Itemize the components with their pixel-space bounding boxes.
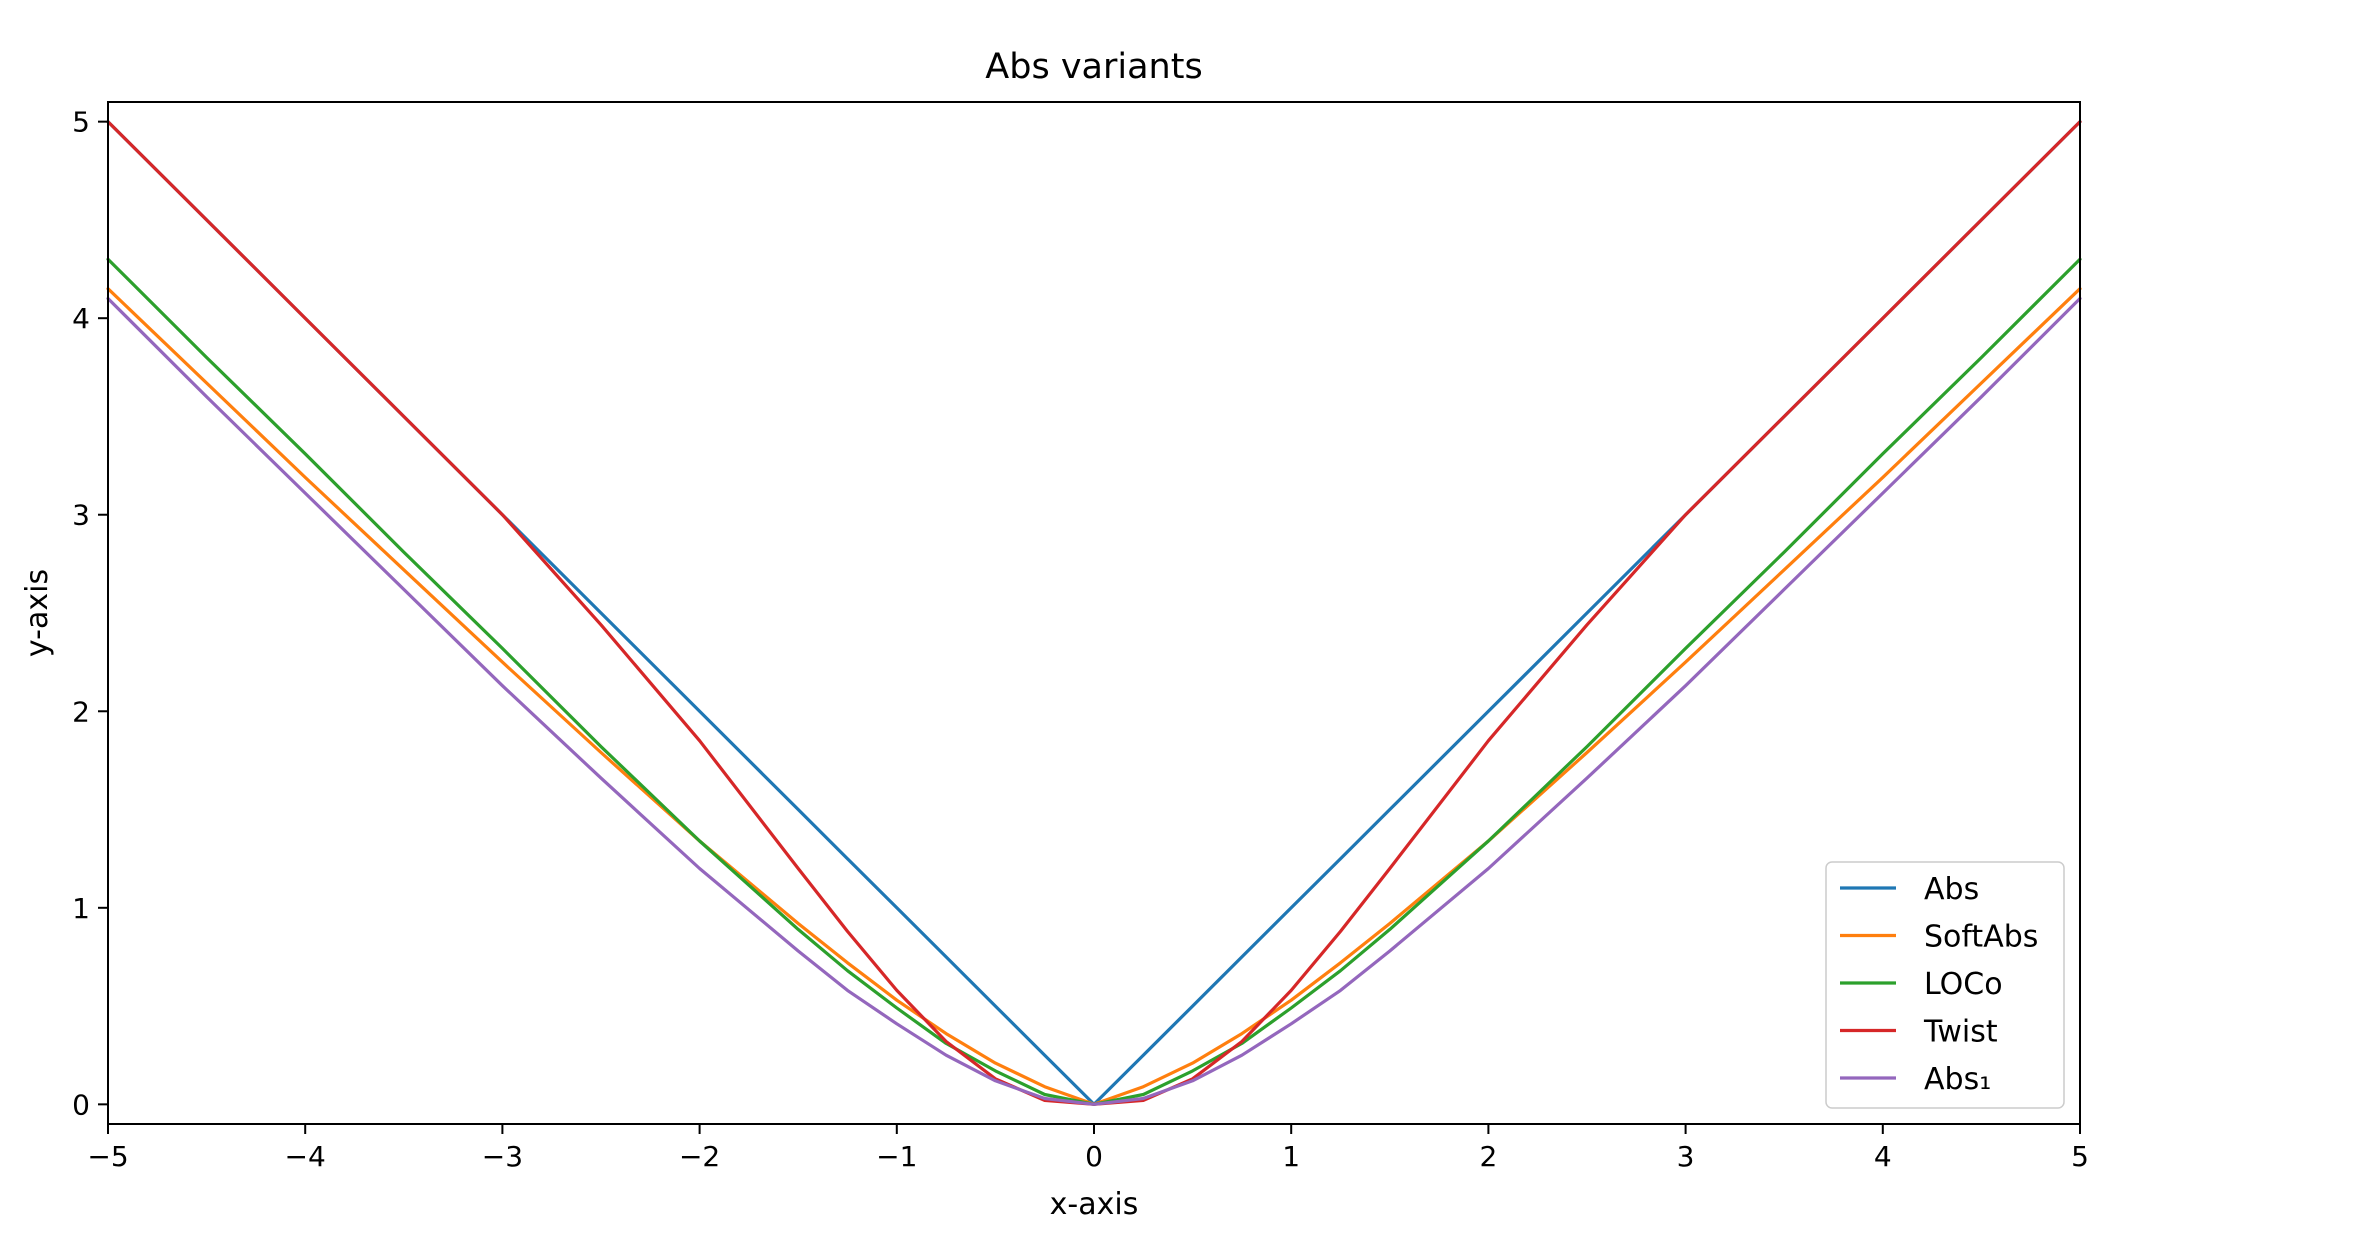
x-tick-label: −5 [87,1140,128,1173]
series-line-1 [106,120,2082,1106]
x-axis-label: x-axis [1050,1187,1139,1222]
series-line-3 [106,257,2082,1106]
y-tick-label: 0 [72,1088,90,1121]
x-tick-label: 4 [1874,1140,1892,1173]
legend-label: Twist [1923,1015,1998,1050]
x-tick-label: 1 [1282,1140,1300,1173]
x-tick-label: 2 [1479,1140,1497,1173]
y-tick-label: 1 [72,892,90,925]
x-tick-label: −3 [482,1140,523,1173]
series-line-2 [106,287,2082,1106]
legend: Abs SoftAbs LOCo Twist Abs₁ [1825,861,2065,1109]
chart-title: Abs variants [985,47,1202,87]
legend-label: LOCo [1924,967,2003,1002]
x-tick-label: 5 [2071,1140,2089,1173]
legend-label: Abs₁ [1924,1062,1991,1097]
x-tick-label: 3 [1677,1140,1695,1173]
y-axis-label: y-axis [20,569,55,657]
series-line-5 [106,296,2082,1106]
y-tick-label: 2 [72,695,90,728]
legend-label: SoftAbs [1924,920,2038,955]
x-axis-ticks: −5 −4 −3 −2 −1 0 1 2 3 4 5 [87,1124,2089,1173]
x-tick-label: −4 [285,1140,326,1173]
plot-area-frame [107,101,2081,1125]
y-tick-label: 4 [72,302,90,335]
y-tick-label: 5 [72,106,90,139]
legend-label: Abs [1924,872,1979,907]
legend-box [1825,861,2065,1109]
series-layer [106,120,2082,1106]
x-tick-label: −2 [679,1140,720,1173]
series-line-4 [106,120,2082,1106]
y-tick-label: 3 [72,499,90,532]
x-tick-label: 0 [1085,1140,1103,1173]
y-axis-ticks: 0 1 2 3 4 5 [72,106,108,1121]
x-tick-label: −1 [876,1140,917,1173]
